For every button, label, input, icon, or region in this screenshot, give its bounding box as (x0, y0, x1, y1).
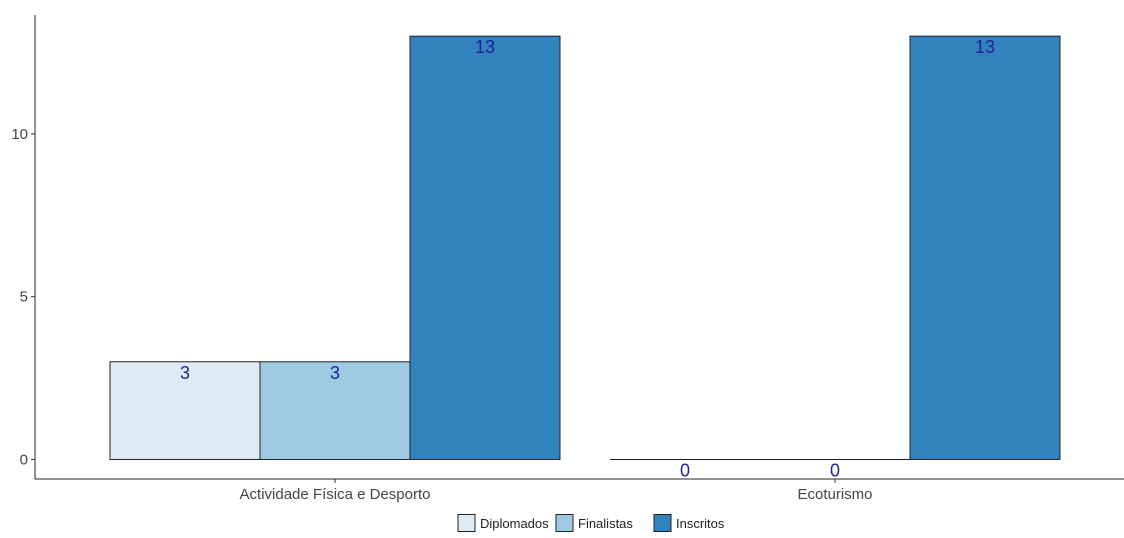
bar-finalistas-0 (259, 361, 411, 460)
legend-swatch-diplomados (457, 514, 476, 532)
legend-label-inscritos: Inscritos (676, 516, 725, 531)
legend-swatch-finalistas (555, 514, 574, 532)
y-tick-label: 0 (20, 451, 28, 468)
x-tick-label: Ecoturismo (797, 486, 872, 503)
legend-swatch-inscritos (653, 514, 672, 532)
data-label: 3 (330, 363, 340, 383)
bars-layer (109, 35, 1061, 460)
legend: Diplomados Finalistas Inscritos (457, 514, 725, 532)
axes-layer: Actividade Física e Desporto Ecoturismo 0 5… (11, 15, 1124, 503)
y-tick-label: 5 (20, 289, 28, 306)
data-label: 13 (975, 37, 995, 57)
bar-inscritos-0 (409, 35, 561, 460)
legend-label-diplomados: Diplomados (480, 516, 549, 531)
bar-diplomados-0 (109, 361, 261, 460)
x-tick-label: Actividade Física e Desporto (240, 486, 431, 503)
legend-label-finalistas: Finalistas (578, 516, 633, 531)
data-label: 3 (180, 363, 190, 383)
data-label: 0 (680, 460, 690, 480)
data-labels-layer: 3 3 13 0 0 13 (180, 37, 995, 480)
data-label: 13 (475, 37, 495, 57)
y-tick-label: 10 (11, 126, 28, 143)
data-label: 0 (830, 460, 840, 480)
bar-inscritos-1 (909, 35, 1061, 460)
